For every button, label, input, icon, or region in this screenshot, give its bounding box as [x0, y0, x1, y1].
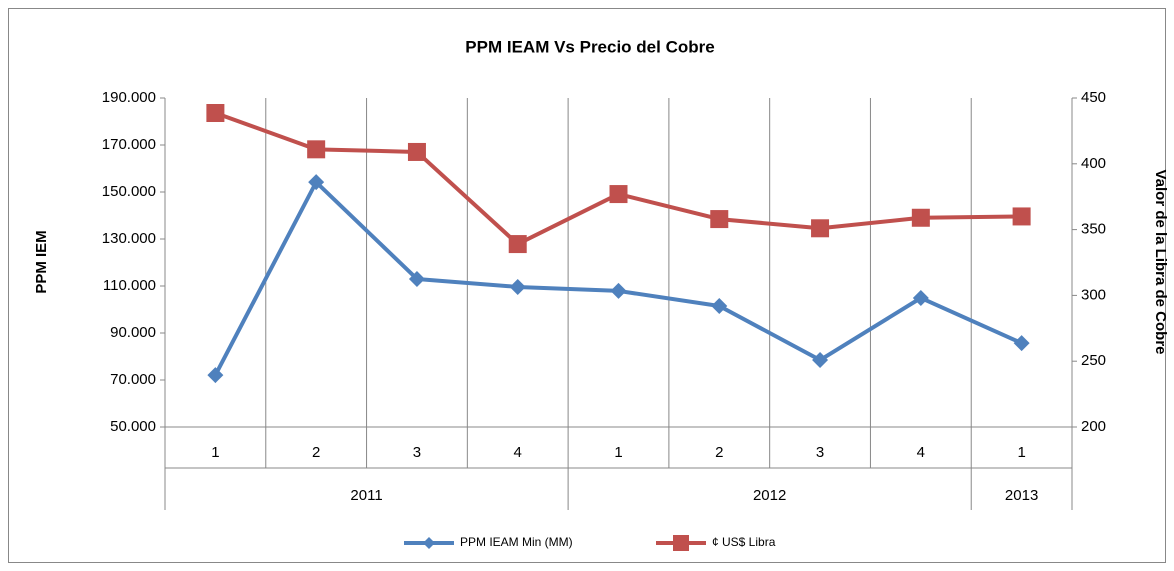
series-marker [207, 367, 224, 384]
y2-tick-label: 200 [1081, 418, 1106, 435]
y2-tick-label: 300 [1081, 286, 1106, 303]
y-tick-label: 70.000 [110, 371, 156, 388]
y2-tick-label: 450 [1081, 89, 1106, 106]
x-tick-label: 1 [1017, 444, 1025, 461]
legend-marker [423, 537, 435, 549]
x-group-label: 2012 [753, 487, 786, 504]
x-tick-label: 3 [816, 444, 824, 461]
x-tick-label: 4 [917, 444, 925, 461]
legend-label: PPM IEAM Min (MM) [460, 535, 573, 549]
series-marker [911, 208, 930, 227]
y2-tick-label: 250 [1081, 352, 1106, 369]
y2-axis-label: Valor de la Libra de Cobre [1152, 169, 1169, 354]
series-marker [1012, 207, 1031, 226]
series-marker [408, 270, 425, 287]
chart-title: PPM IEAM Vs Precio del Cobre [465, 37, 714, 56]
series-marker [308, 174, 325, 191]
chart-border [8, 8, 1166, 563]
y-tick-label: 190.000 [102, 89, 156, 106]
y2-tick-label: 400 [1081, 155, 1106, 172]
x-tick-label: 4 [514, 444, 522, 461]
series-marker [1013, 335, 1030, 352]
series-marker [206, 104, 225, 123]
series-marker [307, 140, 326, 159]
x-tick-label: 1 [614, 444, 622, 461]
series-marker [811, 219, 830, 238]
series-marker [710, 210, 729, 229]
series-marker [508, 235, 527, 254]
series-marker [407, 142, 426, 161]
series-marker [509, 278, 526, 295]
x-tick-label: 1 [211, 444, 219, 461]
series-marker [609, 185, 628, 204]
y-tick-label: 50.000 [110, 418, 156, 435]
series-marker [610, 282, 627, 299]
y-tick-label: 170.000 [102, 136, 156, 153]
series-marker [912, 289, 929, 306]
series-marker [812, 352, 829, 369]
y-axis-label: PPM IEM [33, 230, 50, 293]
y-tick-label: 150.000 [102, 183, 156, 200]
legend-marker [673, 535, 689, 551]
y-tick-label: 110.000 [103, 277, 156, 294]
x-tick-label: 2 [312, 444, 320, 461]
x-tick-label: 3 [413, 444, 421, 461]
series-marker [711, 297, 728, 314]
x-group-label: 2013 [1005, 487, 1038, 504]
y-tick-label: 90.000 [110, 324, 156, 341]
x-group-label: 2011 [350, 487, 382, 504]
x-tick-label: 2 [715, 444, 723, 461]
y-tick-label: 130.000 [102, 230, 156, 247]
legend-label: ¢ US$ Libra [712, 535, 776, 549]
y2-tick-label: 350 [1081, 221, 1106, 238]
